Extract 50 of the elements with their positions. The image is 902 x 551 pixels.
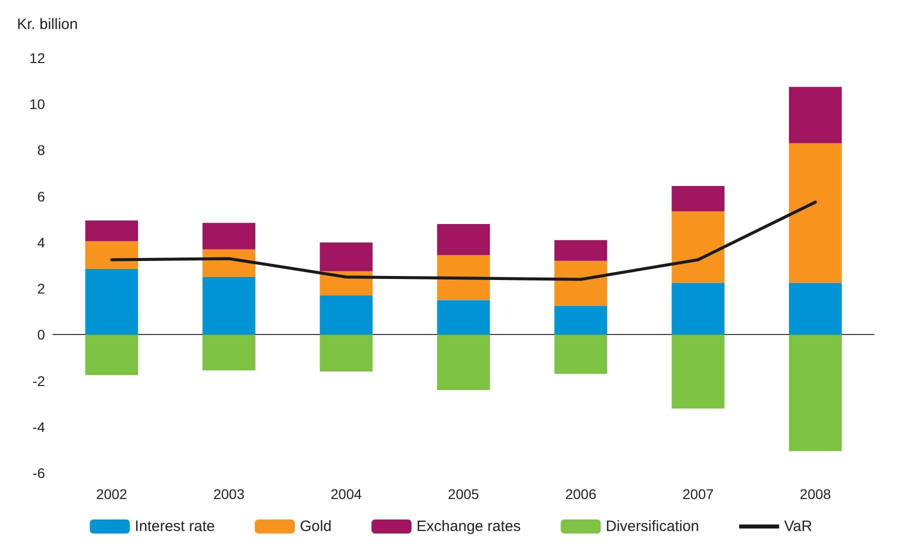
bar xyxy=(672,334,724,408)
bar xyxy=(788,334,842,452)
y-tick-label: 2 xyxy=(37,280,46,297)
legend-label: Gold xyxy=(300,518,332,535)
legend-label: Interest rate xyxy=(134,518,215,535)
y-tick-label: 10 xyxy=(29,96,46,112)
bar xyxy=(554,306,608,335)
x-tick-label: 2006 xyxy=(565,486,597,502)
line-series xyxy=(110,200,817,281)
y-tick-label: 8 xyxy=(37,142,46,158)
legend-label: Diversification xyxy=(606,518,700,535)
bar xyxy=(202,277,256,335)
y-tick-label: 12 xyxy=(29,50,46,66)
y-tick-label: -4 xyxy=(32,418,46,435)
y-tick-label: -6 xyxy=(32,465,46,481)
bar xyxy=(788,143,842,283)
bar xyxy=(202,222,256,250)
x-tick-label: 2003 xyxy=(213,486,245,502)
bar xyxy=(85,334,138,376)
bar xyxy=(320,242,373,272)
x-tick-label: 2005 xyxy=(448,486,480,502)
bar xyxy=(788,86,842,144)
x-tick-label: 2008 xyxy=(800,486,832,502)
legend-label: Exchange rates xyxy=(416,518,521,535)
bar xyxy=(437,300,490,335)
x-tick-label: 2002 xyxy=(96,486,128,502)
y-tick-label: 4 xyxy=(37,234,46,250)
bar xyxy=(437,334,490,390)
bar xyxy=(554,260,608,306)
bar xyxy=(554,334,608,374)
bar xyxy=(320,295,373,335)
bar xyxy=(202,334,256,370)
bar xyxy=(672,211,724,283)
y-tick-label: -2 xyxy=(32,372,46,389)
y-axis-title: Kr. billion xyxy=(17,16,78,33)
bar xyxy=(85,241,138,269)
x-tick-label: 2007 xyxy=(682,486,714,502)
x-tick-label: 2004 xyxy=(330,486,362,502)
bar xyxy=(672,282,724,335)
bar xyxy=(554,240,608,261)
bar xyxy=(788,282,842,335)
bar xyxy=(85,220,138,242)
bar xyxy=(85,268,138,335)
y-tick-label: 0 xyxy=(37,326,46,343)
bar xyxy=(437,255,490,300)
bar xyxy=(320,334,373,372)
y-tick-label: 6 xyxy=(37,188,46,204)
bar xyxy=(672,186,724,212)
bar xyxy=(437,224,490,256)
legend-label: VaR xyxy=(784,518,812,535)
